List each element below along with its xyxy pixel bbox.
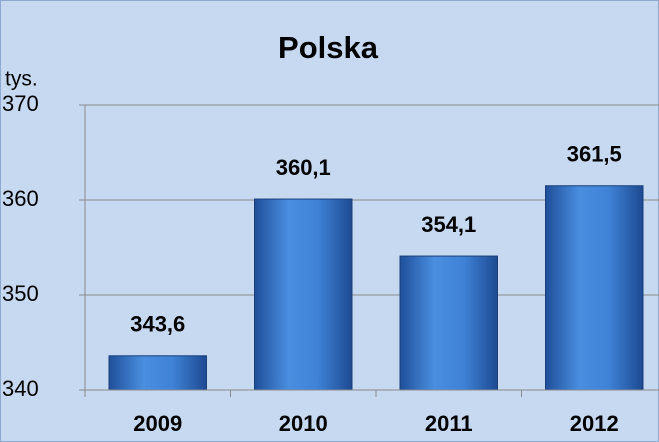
value-label: 354,1: [421, 212, 476, 237]
chart-title: Polska: [278, 30, 379, 65]
bar: [399, 255, 498, 391]
y-tick-label: 340: [2, 376, 39, 401]
x-tick-label: 2012: [570, 411, 619, 436]
x-tick-label: 2011: [425, 411, 473, 436]
x-tick-label: 2010: [279, 411, 328, 436]
value-label: 343,6: [130, 312, 185, 337]
y-tick-label: 350: [2, 281, 39, 306]
value-label: 361,5: [567, 142, 622, 167]
y-axis-label: tys.: [5, 68, 38, 91]
value-label: 360,1: [276, 155, 331, 180]
y-tick-label: 370: [2, 91, 39, 116]
y-tick-label: 360: [2, 186, 39, 211]
x-tick-label: 2009: [133, 411, 182, 436]
bar: [254, 198, 353, 391]
bar: [108, 355, 207, 391]
bar: [545, 185, 644, 391]
